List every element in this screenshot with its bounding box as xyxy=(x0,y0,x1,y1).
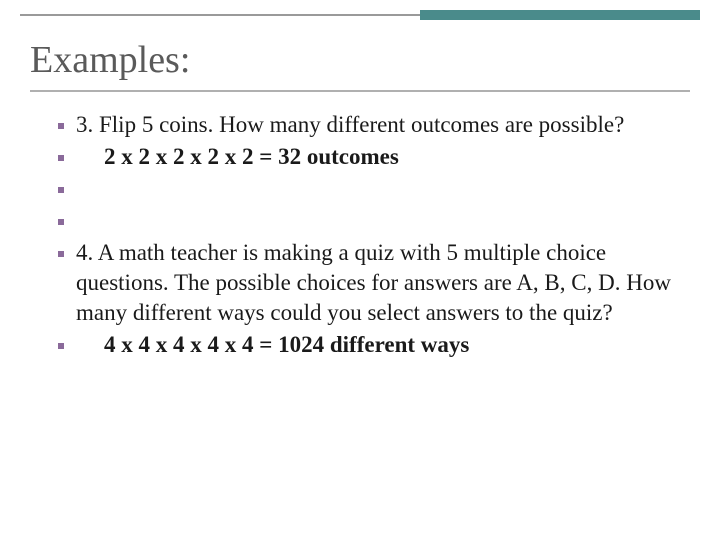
bullet-list: 3. Flip 5 coins. How many different outc… xyxy=(30,110,690,360)
list-item: 2 x 2 x 2 x 2 x 2 = 32 outcomes xyxy=(58,142,690,172)
bullet-text: 3. Flip 5 coins. How many different outc… xyxy=(76,110,624,140)
list-item: 4 x 4 x 4 x 4 x 4 = 1024 different ways xyxy=(58,330,690,360)
bullet-answer: 2 x 2 x 2 x 2 x 2 = 32 outcomes xyxy=(76,142,399,172)
header-accent xyxy=(0,0,720,28)
list-item xyxy=(58,174,690,204)
slide-body: Examples: 3. Flip 5 coins. How many diff… xyxy=(0,28,720,360)
list-item xyxy=(58,206,690,236)
bullet-icon xyxy=(58,251,64,257)
bullet-icon xyxy=(58,219,64,225)
slide-title: Examples: xyxy=(30,38,690,92)
accent-bar xyxy=(420,10,700,20)
bullet-answer: 4 x 4 x 4 x 4 x 4 = 1024 different ways xyxy=(76,330,469,360)
list-item: 3. Flip 5 coins. How many different outc… xyxy=(58,110,690,140)
list-item: 4. A math teacher is making a quiz with … xyxy=(58,238,690,328)
bullet-text: 4. A math teacher is making a quiz with … xyxy=(76,238,690,328)
bullet-icon xyxy=(58,123,64,129)
bullet-icon xyxy=(58,187,64,193)
bullet-icon xyxy=(58,155,64,161)
bullet-icon xyxy=(58,343,64,349)
